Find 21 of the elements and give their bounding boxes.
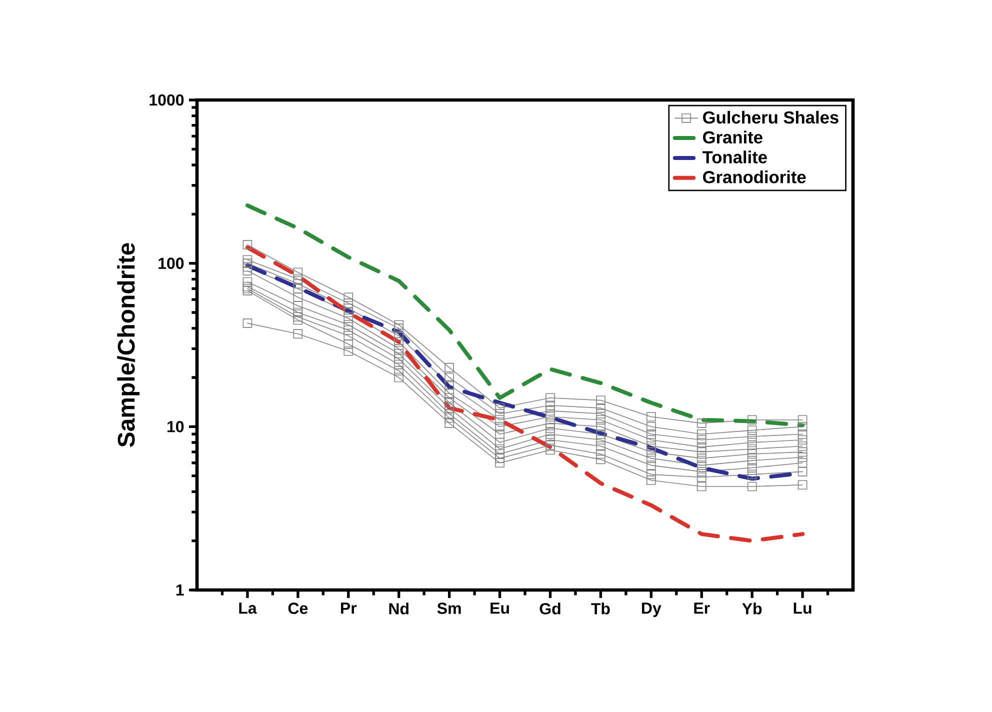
y-axis-title: Sample/Chondrite: [117, 243, 140, 447]
x-tick-label: Tb: [591, 602, 610, 614]
x-tick-label: Yb: [742, 602, 762, 614]
x-tick-label: Lu: [794, 602, 812, 614]
y-tick-label: 100: [158, 258, 184, 269]
x-tick-label: Eu: [490, 602, 509, 614]
x-tick-label: Nd: [389, 602, 408, 614]
legend-label: Tonalite: [702, 150, 767, 164]
legend-label: Granite: [703, 130, 762, 144]
x-tick-label: Ce: [288, 602, 308, 614]
y-tick-label: 1000: [150, 94, 184, 106]
y-tick-label: 10: [168, 420, 184, 432]
y-tick-label: 1: [176, 584, 184, 596]
x-tick-label: Er: [694, 602, 710, 614]
legend-label: Granodiorite: [703, 170, 806, 184]
x-tick-label: La: [239, 602, 257, 614]
x-tick-label: Pr: [341, 602, 357, 614]
legend-label: Gulcheru Shales: [703, 110, 838, 124]
x-tick-label: Dy: [642, 602, 662, 617]
x-tick-label: Sm: [437, 602, 461, 614]
x-tick-label: Gd: [540, 602, 560, 614]
